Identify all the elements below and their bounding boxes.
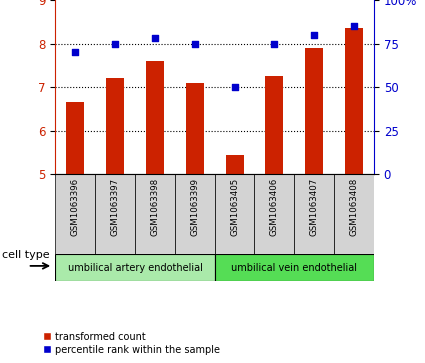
Bar <box>106 78 124 174</box>
Bar <box>226 155 244 174</box>
Point <box>351 23 357 29</box>
Bar <box>66 102 84 174</box>
Bar <box>135 174 175 254</box>
Point <box>231 84 238 90</box>
Point <box>271 41 278 46</box>
Bar <box>305 48 323 174</box>
Point <box>311 32 317 38</box>
Text: GSM1063406: GSM1063406 <box>270 178 279 236</box>
Bar <box>266 76 283 174</box>
Bar <box>146 61 164 174</box>
Point <box>112 41 119 46</box>
Bar <box>334 174 374 254</box>
Text: GSM1063399: GSM1063399 <box>190 178 199 236</box>
Bar <box>294 174 334 254</box>
Text: GSM1063398: GSM1063398 <box>150 178 159 236</box>
Bar <box>95 174 135 254</box>
Point <box>191 41 198 46</box>
Bar <box>175 174 215 254</box>
Bar <box>255 174 294 254</box>
Bar <box>55 254 215 281</box>
Text: GSM1063397: GSM1063397 <box>110 178 119 236</box>
Text: umbilical artery endothelial: umbilical artery endothelial <box>68 263 202 273</box>
Text: cell type: cell type <box>2 250 50 260</box>
Text: GSM1063408: GSM1063408 <box>350 178 359 236</box>
Text: GSM1063405: GSM1063405 <box>230 178 239 236</box>
Point <box>72 49 79 55</box>
Text: GSM1063407: GSM1063407 <box>310 178 319 236</box>
Bar <box>186 83 204 174</box>
Point <box>151 36 158 41</box>
Text: GSM1063396: GSM1063396 <box>71 178 79 236</box>
Bar <box>55 174 95 254</box>
Bar <box>215 174 255 254</box>
Bar <box>215 254 374 281</box>
Text: umbilical vein endothelial: umbilical vein endothelial <box>231 263 357 273</box>
Legend: transformed count, percentile rank within the sample: transformed count, percentile rank withi… <box>43 331 220 355</box>
Bar <box>345 28 363 174</box>
